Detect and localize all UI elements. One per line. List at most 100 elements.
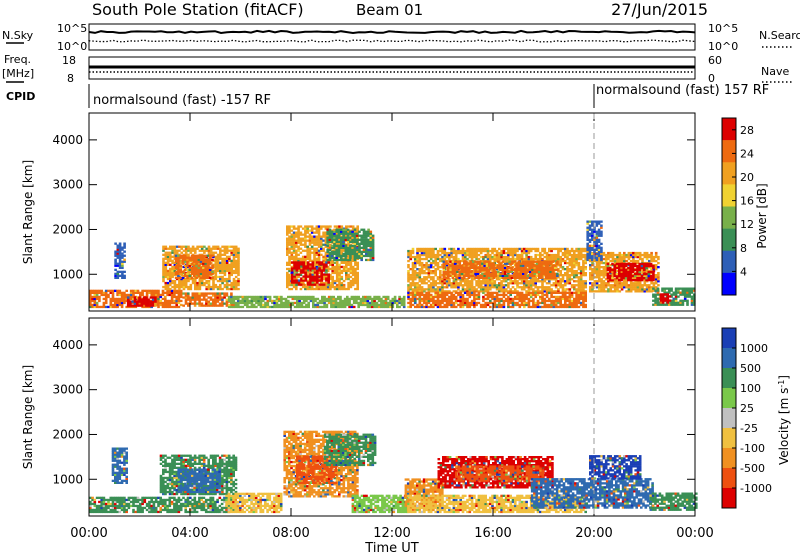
echo-cell <box>188 264 192 267</box>
echo-cell <box>230 292 233 295</box>
echo-cell <box>347 261 350 264</box>
echo-cell <box>164 303 167 307</box>
echo-cell <box>448 284 451 287</box>
echo-cell <box>568 288 572 291</box>
echo-cell <box>495 288 499 291</box>
echo-cell <box>523 301 526 305</box>
echo-cell <box>366 305 370 309</box>
echo-cell <box>295 249 298 252</box>
echo-cell <box>216 261 220 264</box>
echo-cell <box>460 266 464 269</box>
echo-cell <box>317 271 321 275</box>
echo-cell <box>459 297 462 301</box>
echo-cell <box>292 271 296 275</box>
echo-cell <box>133 302 137 305</box>
echo-cell <box>545 282 549 285</box>
echo-cell <box>337 252 341 256</box>
echo-cell <box>529 255 533 259</box>
echo-cell <box>196 287 199 291</box>
echo-cell <box>317 249 321 252</box>
echo-cell <box>460 276 464 279</box>
echo-cell <box>221 298 224 301</box>
echo-cell <box>331 285 334 289</box>
echo-cell <box>508 270 511 273</box>
echo-cell <box>333 242 336 245</box>
echo-cell <box>504 299 508 303</box>
echo-cell <box>356 277 359 281</box>
echo-cell <box>509 280 512 283</box>
echo-cell <box>503 268 507 271</box>
echo-cell <box>228 267 231 271</box>
echo-cell <box>481 264 484 267</box>
echo-cell <box>366 295 370 299</box>
echo-cell <box>280 301 283 305</box>
echo-cell <box>518 278 522 281</box>
echo-cell <box>541 247 544 251</box>
echo-cell <box>358 254 361 258</box>
echo-cell <box>259 301 263 305</box>
echo-cell <box>295 263 299 266</box>
echo-cell <box>353 234 357 237</box>
echo-cell <box>157 303 160 307</box>
echo-cell <box>164 297 167 301</box>
echo-cell <box>248 305 251 309</box>
echo-cell <box>520 293 524 297</box>
echo-cell <box>484 288 487 291</box>
echo-cell <box>548 297 551 301</box>
echo-cell <box>109 305 113 309</box>
echo-cell <box>206 262 210 265</box>
echo-cell <box>414 288 417 291</box>
echo-cell <box>554 295 558 299</box>
echo-cell <box>286 279 289 283</box>
echo-cell <box>323 305 326 309</box>
echo-cell <box>502 288 506 291</box>
echo-cell <box>380 301 383 305</box>
echo-cell <box>180 245 183 248</box>
echo-cell <box>111 289 115 292</box>
echo-cell <box>183 256 187 259</box>
echo-cell <box>534 305 537 309</box>
echo-cell <box>340 249 344 252</box>
echo-cell <box>432 253 435 257</box>
echo-cell <box>396 305 399 309</box>
echo-cell <box>180 251 183 254</box>
echo-cell <box>280 303 283 307</box>
echo-cell <box>561 291 565 294</box>
echo-cell <box>368 297 372 301</box>
echo-cell <box>308 239 312 242</box>
echo-cell <box>477 290 481 293</box>
echo-cell <box>351 234 354 237</box>
echo-cell <box>502 293 506 297</box>
echo-cell <box>129 297 133 301</box>
echo-cell <box>503 264 507 267</box>
echo-cell <box>197 268 201 271</box>
echo-cell <box>354 277 357 281</box>
echo-cell <box>320 277 324 280</box>
echo-cell <box>566 282 569 285</box>
echo-cell <box>159 301 162 305</box>
echo-cell <box>420 291 424 294</box>
echo-cell <box>136 302 139 305</box>
echo-cell <box>475 290 478 293</box>
echo-cell <box>566 274 569 277</box>
echo-cell <box>537 270 541 273</box>
echo-cell <box>207 292 210 295</box>
echo-cell <box>306 235 309 238</box>
echo-cell <box>178 285 181 289</box>
echo-cell <box>520 286 524 289</box>
echo-cell <box>491 293 494 297</box>
echo-cell <box>328 236 332 239</box>
echo-cell <box>203 283 206 287</box>
echo-cell <box>551 260 555 263</box>
echo-cell <box>351 269 355 273</box>
echo-cell <box>93 301 97 305</box>
echo-cell <box>186 258 189 261</box>
echo-cell <box>286 245 289 248</box>
echo-cell <box>287 301 290 305</box>
echo-cell <box>288 269 291 273</box>
echo-cell <box>335 263 339 266</box>
echo-cell <box>349 281 353 285</box>
echo-cell <box>427 284 431 287</box>
echo-cell <box>468 305 472 309</box>
echo-cell <box>177 274 180 277</box>
